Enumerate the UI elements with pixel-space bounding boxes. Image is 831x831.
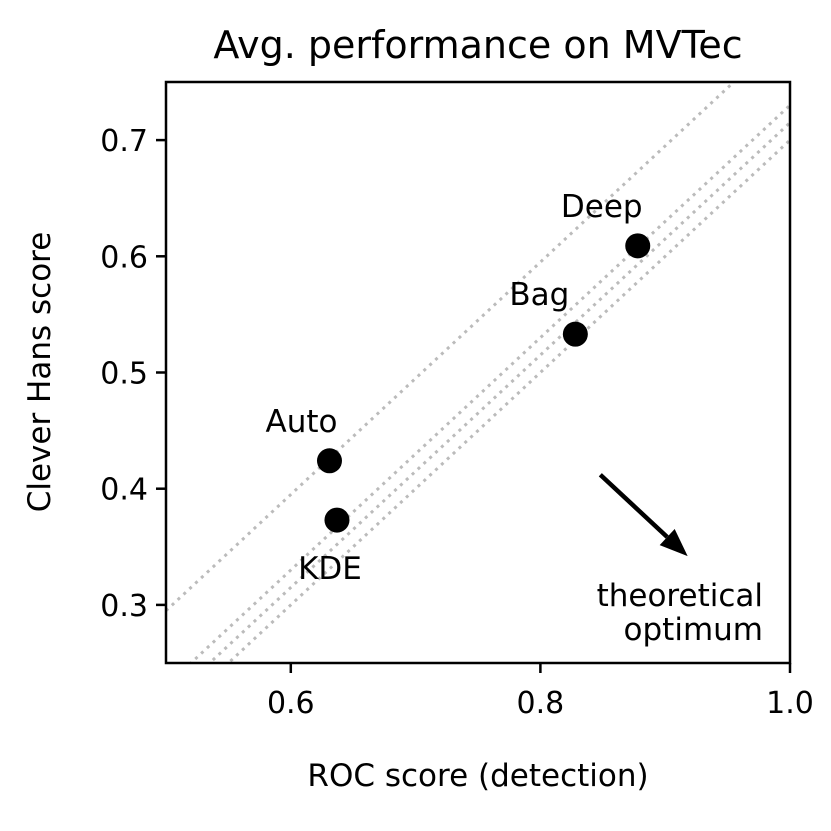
- y-tick-label: 0.4: [100, 473, 148, 508]
- arrow-head: [659, 528, 688, 557]
- y-axis-label: Clever Hans score: [22, 232, 58, 513]
- annotation: theoretical optimum: [597, 473, 763, 648]
- x-tick-label: 0.8: [517, 686, 565, 721]
- x-tick-label: 0.6: [267, 686, 315, 721]
- reference-line: [166, 82, 737, 612]
- y-tick-label: 0.7: [100, 124, 148, 159]
- point-label: Deep: [561, 189, 643, 225]
- point-labels: Deep Bag Auto KDE: [265, 189, 642, 587]
- data-point: [316, 448, 342, 474]
- annotation-line-2: optimum: [624, 612, 763, 648]
- y-tick-label: 0.5: [100, 357, 148, 392]
- reference-line: [188, 104, 790, 663]
- arrow-shaft: [598, 473, 669, 539]
- data-point: [324, 507, 350, 533]
- data-point: [562, 321, 588, 347]
- point-label: Auto: [265, 404, 337, 440]
- plot-frame: [164, 80, 792, 665]
- x-tick-label: 1.0: [766, 686, 814, 721]
- annotation-line-1: theoretical: [597, 578, 763, 614]
- reference-line: [226, 139, 790, 663]
- y-tick-label: 0.3: [100, 589, 148, 624]
- point-label: Bag: [509, 277, 569, 313]
- x-axis-label: ROC score (detection): [307, 758, 648, 794]
- data-point: [625, 233, 651, 259]
- y-axis-ticks: 0.3 0.4 0.5 0.6 0.7: [100, 124, 166, 624]
- chart-title: Avg. performance on MVTec: [213, 23, 742, 67]
- y-tick-label: 0.6: [100, 240, 148, 275]
- reference-line: [207, 121, 790, 663]
- point-label: KDE: [298, 551, 362, 587]
- x-axis-ticks: 0.6 0.8 1.0: [267, 663, 814, 721]
- reference-lines: [166, 82, 790, 663]
- data-points: [316, 233, 651, 533]
